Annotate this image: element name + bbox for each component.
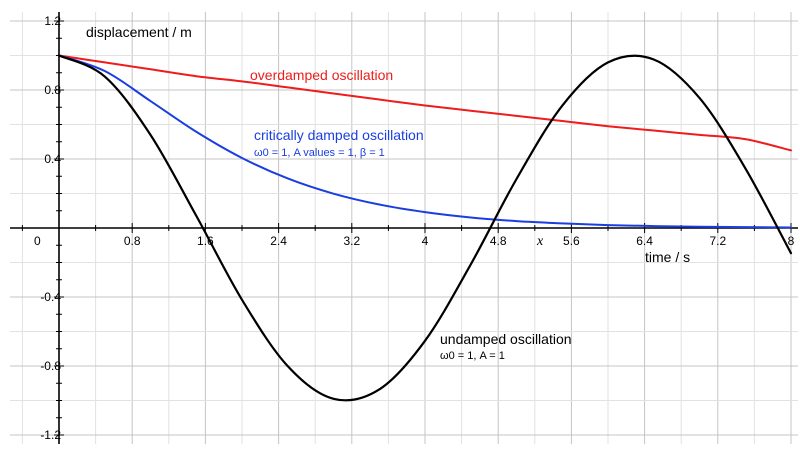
x-tick-label: 5.6 bbox=[563, 234, 580, 248]
y-tick-label: 1.2 bbox=[44, 14, 61, 28]
undamped-curve bbox=[57, 54, 793, 402]
x-tick-label: 8 bbox=[788, 234, 795, 248]
y-tick-label: 0.8 bbox=[44, 83, 61, 97]
y-tick-label: -0.8 bbox=[40, 359, 61, 373]
x-tick-label: 1.6 bbox=[197, 234, 214, 248]
critically-damped-label: critically damped oscillation bbox=[254, 127, 424, 143]
origin-label: 0 bbox=[34, 234, 41, 248]
overdamped-curve bbox=[58, 54, 792, 152]
series-lines bbox=[57, 54, 793, 402]
critically-damped-subtitle: ω0 = 1, A values = 1, β = 1 bbox=[254, 147, 385, 159]
x-symbol: x bbox=[536, 234, 544, 249]
x-tick-label: 4 bbox=[422, 234, 429, 248]
labels: displacement / m time / s x 0 overdamped… bbox=[34, 24, 690, 362]
axis-ticks: 0.8 1.6 2.4 3.2 4 4.8 5.6 6.4 7.2 8 1.2 0.8 0.4 -0.4 -… bbox=[21, 14, 795, 442]
x-tick-label: 7.2 bbox=[709, 234, 726, 248]
undamped-subtitle: ω0 = 1, A = 1 bbox=[440, 350, 505, 362]
x-tick-label: 0.8 bbox=[124, 234, 141, 248]
overdamped-label: overdamped oscillation bbox=[250, 67, 393, 83]
y-tick-label: -0.4 bbox=[40, 290, 61, 304]
x-tick-label: 6.4 bbox=[636, 234, 653, 248]
x-axis-label: time / s bbox=[645, 249, 690, 265]
x-tick-label: 2.4 bbox=[270, 234, 287, 248]
y-tick-label: -1.2 bbox=[40, 428, 61, 442]
y-tick-label: 0.4 bbox=[44, 152, 61, 166]
x-tick-label: 3.2 bbox=[343, 234, 360, 248]
x-tick-label: 4.8 bbox=[490, 234, 507, 248]
undamped-label: undamped oscillation bbox=[440, 331, 572, 347]
critically-damped-curve bbox=[58, 54, 792, 229]
y-axis-label: displacement / m bbox=[86, 24, 192, 40]
